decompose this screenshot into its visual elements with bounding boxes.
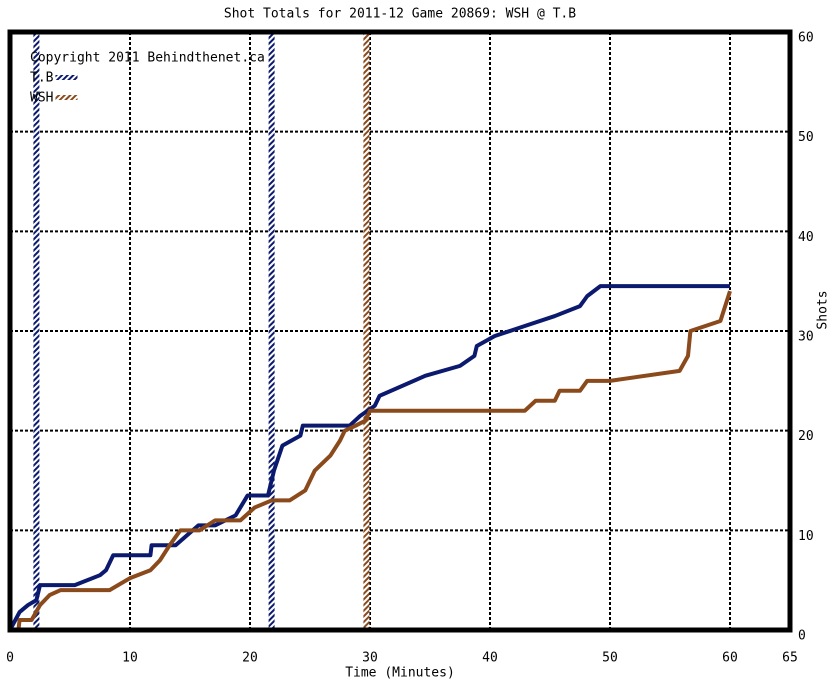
legend-label: T.B (30, 71, 54, 86)
goal-marker (33, 32, 39, 630)
x-tick-label: 10 (122, 651, 138, 666)
legend-swatch (55, 95, 77, 100)
y-axis-label: Shots (816, 290, 830, 329)
x-tick-label: 20 (242, 651, 258, 666)
x-axis-label: Time (Minutes) (345, 666, 455, 681)
x-tick-label: 40 (482, 651, 498, 666)
y-tick-label: 30 (798, 330, 814, 345)
annotation: Copyright 2011 Behindthenet.ca (30, 51, 265, 66)
y-tick-label: 50 (798, 130, 814, 145)
goal-marker (363, 32, 369, 630)
y-tick-label: 0 (798, 629, 806, 644)
x-tick-label: 50 (602, 651, 618, 666)
chart-title: Shot Totals for 2011-12 Game 20869: WSH … (224, 7, 576, 22)
legend-label: WSH (30, 91, 53, 106)
x-tick-label: 60 (722, 651, 738, 666)
x-tick-label: 0 (6, 651, 14, 666)
goal-marker (269, 32, 275, 630)
x-tick-label: 30 (362, 651, 378, 666)
y-tick-label: 10 (798, 529, 814, 544)
legend-swatch (55, 75, 77, 80)
y-tick-label: 60 (798, 31, 814, 46)
x-tick-label: 65 (782, 651, 798, 666)
y-tick-label: 40 (798, 230, 814, 245)
y-tick-label: 20 (798, 429, 814, 444)
